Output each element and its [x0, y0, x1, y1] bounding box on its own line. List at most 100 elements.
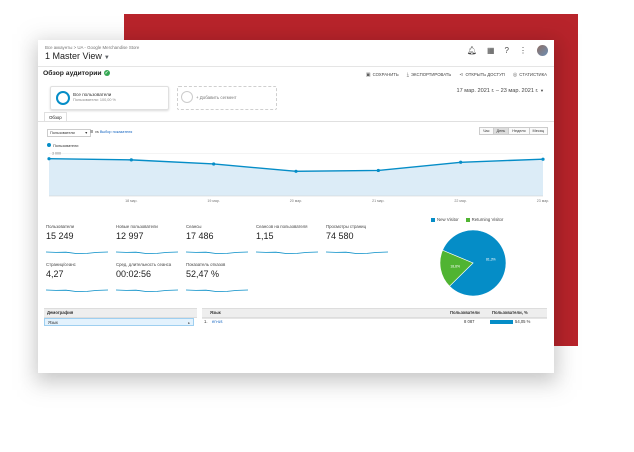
pie-slice-label: 18,8%	[450, 264, 460, 268]
sparkline	[116, 251, 178, 255]
metric-tile[interactable]: Показатель отказов 52,47 %	[186, 262, 250, 298]
pie-slice[interactable]	[442, 229, 507, 297]
metric-value: 52,47 %	[186, 269, 220, 279]
col-users-pct: Пользователи, %	[492, 310, 528, 315]
metric-tile[interactable]: Страниц/сеанс 4,27	[46, 262, 110, 298]
sparkline-line	[116, 251, 178, 255]
divider	[38, 66, 554, 67]
y-tick-label: 3 000	[52, 152, 61, 156]
metric-value: 1,15	[256, 231, 274, 241]
row-pct-bar	[490, 320, 513, 324]
analytics-window: Все аккаунты > UA - Google Merchandise S…	[38, 40, 554, 373]
avatar[interactable]	[537, 45, 548, 56]
metric-label: Новые пользователи	[116, 224, 158, 229]
sparkline	[116, 289, 178, 293]
apps-grid-icon[interactable]: ▦	[486, 45, 495, 55]
legend-returning-visitor: Returning Visitor	[465, 217, 503, 222]
metric-tile[interactable]: Сеансы 17 486	[186, 224, 250, 260]
metric-value: 74 580	[326, 231, 354, 241]
square-icon	[90, 130, 93, 133]
x-tick-label: 20 мар.	[290, 199, 302, 203]
data-point	[212, 162, 216, 166]
save-button[interactable]: ▣ СОХРАНИТЬ	[366, 72, 399, 78]
legend-swatch	[465, 217, 470, 222]
chevron-right-icon: ▸	[188, 321, 190, 325]
demography-item-language[interactable]: Язык ▸	[44, 318, 194, 326]
sparkline	[186, 251, 248, 255]
metric-select[interactable]: Пользователи ▼	[47, 129, 91, 137]
segment-label: Все пользователи	[73, 92, 112, 97]
x-tick-label: 23 мар.	[537, 199, 549, 203]
data-point	[541, 157, 545, 161]
report-actions: ▣ СОХРАНИТЬ ⤓ ЭКСПОРТИРОВАТЬ ⋖ ОТКРЫТЬ ДОСТ…	[366, 72, 547, 78]
add-segment-button[interactable]: + Добавить сегмент	[177, 86, 277, 110]
export-button[interactable]: ⤓ ЭКСПОРТИРОВАТЬ	[407, 72, 452, 78]
tab-overview[interactable]: Обзор	[44, 112, 67, 122]
col-language: Язык	[210, 310, 221, 315]
data-point	[376, 168, 380, 173]
sparkline-line	[326, 251, 388, 255]
metric-tile[interactable]: Просмотры страниц 74 580	[326, 224, 390, 260]
save-icon: ▣	[365, 72, 371, 78]
gran-hour[interactable]: Час	[478, 127, 494, 135]
metric-value: 15 249	[46, 231, 74, 241]
date-range-picker[interactable]: 17 мар. 2021 г. – 23 мар. 2021 г. ▼	[457, 88, 544, 94]
account-breadcrumb[interactable]: Все аккаунты > UA - Google Merchandise S…	[45, 45, 140, 50]
gran-week[interactable]: Неделя	[508, 127, 530, 135]
demography-item-label: Язык	[48, 320, 58, 325]
legend-label: Пользователи	[53, 143, 79, 148]
data-point	[459, 160, 463, 164]
sparkline-line	[186, 289, 248, 293]
share-button[interactable]: ⋖ ОТКРЫТЬ ДОСТУП	[459, 72, 505, 78]
bell-icon[interactable]: 🔔︎	[466, 45, 477, 55]
x-tick-label: 22 мар.	[454, 199, 466, 203]
sparkline	[186, 289, 248, 293]
gran-month[interactable]: Месяц	[528, 127, 548, 135]
data-point	[47, 157, 51, 161]
table-header: Язык Пользователи Пользователи, %	[202, 308, 547, 318]
row-language-link[interactable]: en-us	[212, 319, 223, 324]
view-selector[interactable]: 1 Master View ▼	[45, 51, 110, 61]
metric-label: Показатель отказов	[186, 262, 226, 267]
sparkline	[46, 289, 108, 293]
row-pct: 54,05 %	[515, 319, 531, 324]
metric-tile[interactable]: Сеансов на пользователя 1,15	[256, 224, 320, 260]
pie-slice[interactable]	[439, 249, 474, 287]
segment-all-users[interactable]: Все пользователи Пользователи: 100,00 %	[50, 86, 169, 110]
sparkline-line	[46, 251, 108, 255]
save-label: СОХРАНИТЬ	[372, 72, 399, 77]
sparkline-line	[256, 251, 318, 255]
metric-tile[interactable]: Сред. длительность сеанса 00:02:56	[116, 262, 180, 298]
legend-swatch	[431, 217, 435, 222]
data-point	[129, 158, 133, 162]
x-tick-label: 18 мар.	[125, 199, 137, 203]
select-metric-link[interactable]: Выбор показателя	[99, 130, 133, 134]
sparkline-line	[46, 289, 108, 293]
metric-value: 4,27	[46, 269, 64, 279]
metric-label: Сеансы	[186, 224, 202, 229]
chart-legend: Пользователи	[47, 143, 78, 148]
col-users: Пользователи	[450, 310, 480, 315]
caret-down-icon: ▼	[84, 131, 88, 135]
metric-label: Сеансов на пользователя	[256, 224, 308, 229]
gran-day[interactable]: День	[492, 127, 510, 135]
metric-label: Сред. длительность сеанса	[116, 262, 172, 267]
metric-tile[interactable]: Пользователи 15 249	[46, 224, 110, 260]
sparkline-line	[186, 251, 248, 255]
visitor-pie-chart[interactable]: 81,3% 18,8%	[438, 228, 508, 298]
pie-slice-label: 81,3%	[486, 258, 496, 262]
metric-tile[interactable]: Новые пользователи 12 997	[116, 224, 180, 260]
divider	[38, 121, 554, 122]
metric-label: Пользователи	[46, 224, 75, 229]
demography-header: Демография	[44, 308, 197, 318]
more-vert-icon[interactable]: ⋮	[519, 45, 527, 55]
view-name: 1 Master View	[45, 51, 102, 61]
metric-select-value: Пользователи	[50, 131, 75, 135]
table-row[interactable]: 1. en-us 8 087 54,05 %	[202, 318, 547, 324]
empty-circle-icon	[181, 91, 193, 103]
insights-label: СТАТИСТИКА	[519, 72, 547, 77]
insights-button[interactable]: ◎ СТАТИСТИКА	[513, 72, 547, 78]
share-icon: ⋖	[459, 72, 464, 78]
help-icon[interactable]: ?	[504, 45, 509, 55]
